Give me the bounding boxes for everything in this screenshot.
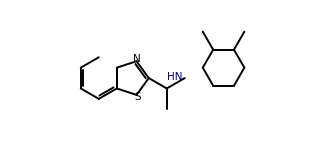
- Text: HN: HN: [167, 72, 182, 82]
- Text: N: N: [133, 54, 141, 64]
- Text: S: S: [134, 92, 141, 102]
